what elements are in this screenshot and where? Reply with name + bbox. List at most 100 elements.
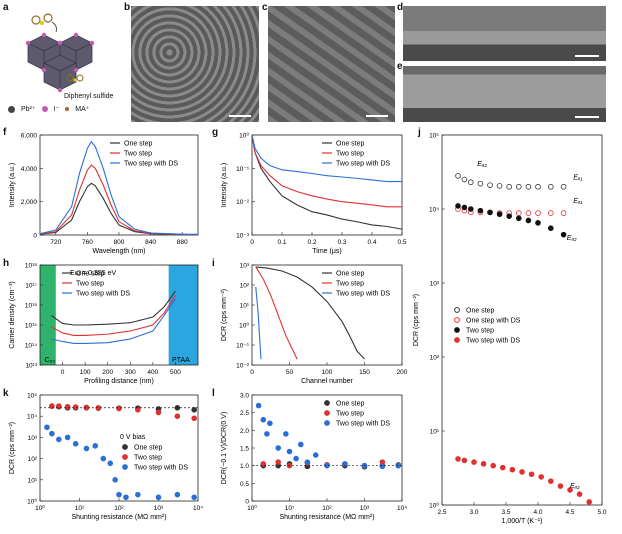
panel-letter-c: c [262,2,268,13]
data-point [260,461,267,467]
data-point [455,203,461,209]
data-point [49,430,55,437]
chart-f: 720 760 800 840 880 0 2,000 4,000 6,000 Wavelengt… [9,133,199,255]
legend-label: One step [336,271,365,278]
activation-energy-label: Eₐ₁ [573,198,583,205]
data-point [342,461,348,467]
legend-label: Two step with DS [134,465,188,472]
chart-l: 10⁰ 10¹ 10² 10³ 10⁴ 0 0.5 1.0 1.5 2.0 2.5 3.0 Shunti… [221,393,407,522]
panel-letter-i: i [212,258,215,269]
series-line-one-step [50,290,176,326]
region-label-ptaa: PTAA [172,357,190,364]
data-point [528,471,535,478]
y-tick-label: 1.5 [240,446,249,453]
data-point [191,407,197,413]
legend-label: Two step [336,151,364,158]
y-tick-label: 10⁰ [239,322,249,330]
x-tick-label: 10¹ [285,505,295,512]
x-tick-label: 400 [147,369,158,376]
x-tick-label: 3.0 [469,509,478,516]
sem-image-e [403,66,606,122]
y-tick-label: 10¹⁵ [25,323,37,330]
legend-label: One step [336,401,365,408]
panel-letter-d: d [397,2,404,13]
annotation: Eω = 0.355 eV [70,270,116,277]
panel-letter-l: l [212,388,215,399]
x-tick-label: 5.0 [597,509,606,516]
data-point [100,455,107,462]
scale-bar [366,115,388,117]
x-tick-label: 50 [286,369,294,376]
y-tick-label: 10¹ [240,303,250,310]
legend-swatch [454,307,460,313]
data-point [471,459,477,465]
y-tick-label: 10¹ [28,477,38,484]
legend-label: Two step with DS [466,338,520,345]
legend-iodide: I⁻ [53,106,60,113]
data-point [297,441,304,448]
plot-frame [441,134,603,506]
x-tick-label: 0 [61,369,65,376]
legend-label: Two step with DS [336,421,390,428]
data-point [509,466,516,473]
y-tick-label: 10¹³ [25,363,37,370]
x-axis-label: Wavelength (nm) [92,248,145,255]
data-point [547,225,554,232]
legend-label: One step [76,271,105,278]
y-tick-label: 10⁴ [27,414,37,421]
legend-label: Two step with DS [124,161,178,168]
data-point [64,403,71,410]
diphenyl-sulfide-label: Diphenyl sulfide [64,93,114,100]
series-line-two-step [251,134,402,208]
x-tick-label: 880 [177,239,188,246]
y-tick-label: 10² [430,355,440,362]
data-point [557,483,564,489]
data-point [312,452,319,458]
data-point [487,182,493,188]
data-point [260,416,267,423]
x-tick-label: 760 [82,239,93,246]
data-point [135,491,141,498]
y-tick-label: 10³ [430,281,440,288]
y-tick-label: 2,000 [21,199,38,206]
x-axis-label: 1,000/T (K⁻¹) [502,518,543,525]
data-point [496,211,503,218]
ion-legend: Pb²⁺ I⁻ MA⁺ [8,105,89,113]
pb-ion-icon [8,105,15,113]
data-point [586,499,592,505]
data-point [455,456,461,462]
data-point [293,455,299,462]
legend-swatch [122,454,128,460]
legend-label: One step [466,308,495,315]
sem-image-b [131,6,259,122]
data-point [191,415,197,422]
x-tick-label: 10⁴ [193,505,203,512]
x-tick-label: 200 [397,369,408,376]
plot-frame [39,134,199,236]
data-point [174,413,181,420]
data-point [83,404,90,411]
sem-image-c [268,6,395,122]
legend-swatch [324,410,330,416]
x-tick-label: 0.4 [367,239,376,246]
series-line-two-step [255,266,298,360]
legend-label: One step with DS [466,318,521,325]
y-tick-label: 10¹ [430,429,440,436]
panel-letter-b: b [124,2,131,13]
activation-energy-label: Eₐ₁ [573,175,583,182]
data-point [461,457,468,464]
x-tick-label: 10⁰ [35,504,45,512]
x-tick-label: 10¹ [75,505,85,512]
data-point [72,404,79,410]
data-point [155,409,162,416]
x-tick-label: 0 [250,239,254,246]
data-point [467,206,474,212]
perovskite-structure-illustration [25,13,95,93]
sem-image-d [403,6,606,61]
data-point [64,434,71,441]
y-axis-label: DCR(−0.1 V)/DCR(0 V) [221,412,228,485]
legend-swatch [454,337,460,343]
x-axis-label: Time (μs) [312,248,341,255]
data-point [506,213,513,219]
